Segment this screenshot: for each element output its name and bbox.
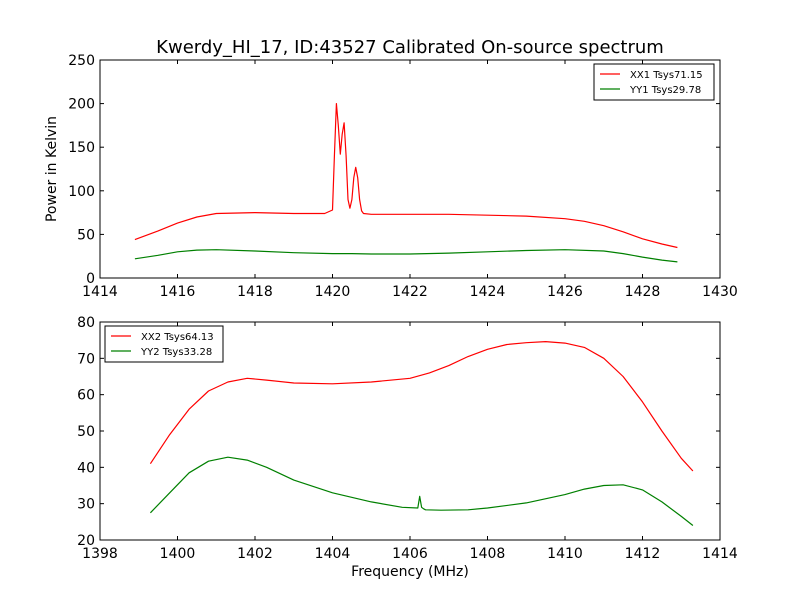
top-panel-ylabel: Power in Kelvin xyxy=(44,116,60,222)
bottom-y-tick-label: 50 xyxy=(77,424,95,440)
top-series-line-2 xyxy=(134,249,678,263)
top-y-tick-label: 100 xyxy=(68,184,95,200)
top-y-tick-label: 200 xyxy=(68,97,95,113)
top-x-tick-label: 1414 xyxy=(82,284,118,300)
top-panel-legend: XX1 Tsys71.15 YY1 Tsys29.78 xyxy=(593,63,715,101)
bottom-y-tick-label: 30 xyxy=(77,497,95,513)
bottom-x-tick-label: 1408 xyxy=(470,546,506,562)
top-y-tick-label: 50 xyxy=(77,227,95,243)
bottom-y-tick-label: 20 xyxy=(77,533,95,549)
bottom-y-tick-label: 80 xyxy=(77,315,95,331)
bottom-legend-label-yy2: YY2 Tsys33.28 xyxy=(140,347,212,358)
top-x-tick-label: 1428 xyxy=(625,284,661,300)
bottom-x-tick-label: 1404 xyxy=(315,546,351,562)
top-y-tick-label: 150 xyxy=(68,140,95,156)
bottom-x-tick-label: 1398 xyxy=(82,546,118,562)
bottom-y-tick-label: 70 xyxy=(77,351,95,367)
top-legend-label-yy1: YY1 Tsys29.78 xyxy=(629,85,701,96)
bottom-x-tick-label: 1400 xyxy=(160,546,196,562)
bottom-panel-xlabel: Frequency (MHz) xyxy=(351,564,469,580)
bottom-panel-series xyxy=(149,341,694,526)
bottom-legend-box xyxy=(104,325,224,363)
top-x-tick-label: 1422 xyxy=(392,284,428,300)
top-panel: 1414 1416 1418 1420 1422 1424 1426 1428 1430 0 50 1… xyxy=(44,53,738,300)
top-panel-series xyxy=(134,102,678,263)
top-x-tick-label: 1424 xyxy=(470,284,506,300)
bottom-series-line-1 xyxy=(149,341,694,472)
top-y-tick-label: 0 xyxy=(86,271,95,287)
bottom-x-tick-label: 1412 xyxy=(625,546,661,562)
top-panel-ticks: 1414 1416 1418 1420 1422 1424 1426 1428 1430 0 50 1… xyxy=(68,53,738,300)
bottom-y-tick-label: 40 xyxy=(77,460,95,476)
bottom-x-tick-label: 1402 xyxy=(237,546,273,562)
chart-title: Kwerdy_HI_17, ID:43527 Calibrated On-sou… xyxy=(156,37,664,58)
bottom-x-tick-label: 1410 xyxy=(547,546,583,562)
top-legend-box xyxy=(593,63,715,101)
bottom-x-tick-label: 1406 xyxy=(392,546,428,562)
bottom-panel: 1398 1400 1402 1404 1406 1408 1410 1412 1414 20 30… xyxy=(77,315,738,580)
top-x-tick-label: 1416 xyxy=(160,284,196,300)
bottom-legend-label-xx2: XX2 Tsys64.13 xyxy=(141,332,214,343)
top-x-tick-label: 1418 xyxy=(237,284,273,300)
bottom-panel-ticks: 1398 1400 1402 1404 1406 1408 1410 1412 1414 20 30… xyxy=(77,315,738,562)
top-x-tick-label: 1426 xyxy=(547,284,583,300)
bottom-y-tick-label: 60 xyxy=(77,388,95,404)
top-x-tick-label: 1420 xyxy=(315,284,351,300)
bottom-series-line-2 xyxy=(149,456,694,526)
top-legend-label-xx1: XX1 Tsys71.15 xyxy=(630,70,703,81)
top-x-tick-label: 1430 xyxy=(702,284,738,300)
bottom-panel-legend: XX2 Tsys64.13 YY2 Tsys33.28 xyxy=(104,325,224,363)
top-y-tick-label: 250 xyxy=(68,53,95,69)
top-series-line-1 xyxy=(134,102,678,249)
bottom-x-tick-label: 1414 xyxy=(702,546,738,562)
